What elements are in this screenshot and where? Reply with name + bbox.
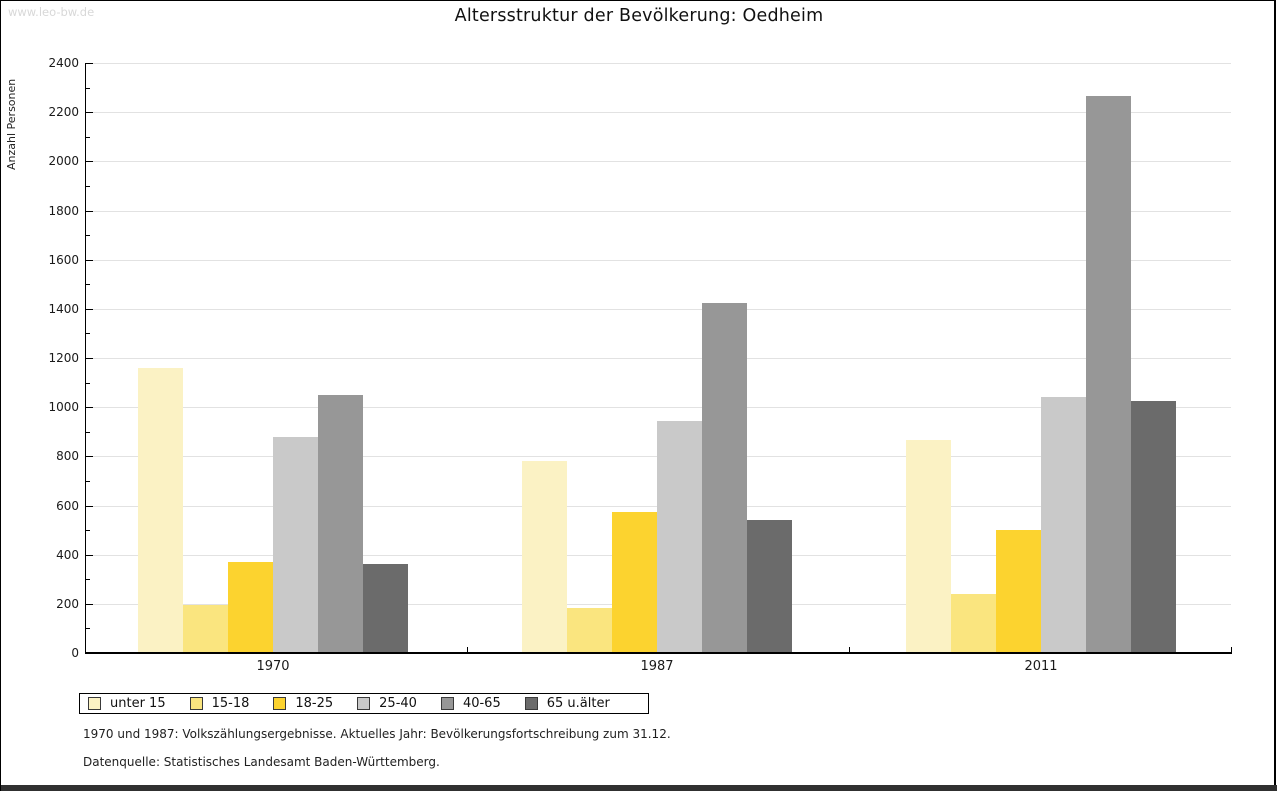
y-major-tick-1400 bbox=[86, 309, 93, 310]
gridline-2000 bbox=[86, 161, 1231, 162]
y-major-tick-400 bbox=[86, 555, 93, 556]
y-axis-line bbox=[85, 63, 86, 653]
x-axis-line bbox=[85, 652, 1232, 654]
bar-1970-15-18 bbox=[183, 605, 228, 653]
y-tick-label-1200: 1200 bbox=[48, 351, 79, 365]
bar-1970-25-40 bbox=[273, 437, 318, 653]
y-tick-label-2200: 2200 bbox=[48, 105, 79, 119]
gridline-2400 bbox=[86, 63, 1231, 64]
y-tick-label-800: 800 bbox=[56, 449, 79, 463]
y-tick-label-200: 200 bbox=[56, 597, 79, 611]
y-major-tick-2000 bbox=[86, 161, 93, 162]
legend-swatch-icon bbox=[440, 697, 454, 710]
bar-2011-15-18 bbox=[951, 594, 996, 653]
y-minor-tick-1300 bbox=[86, 333, 90, 334]
x-tick-label-1970: 1970 bbox=[256, 659, 290, 674]
legend-item-40-65: 40-65 bbox=[440, 696, 501, 711]
y-major-tick-2400 bbox=[86, 63, 93, 64]
legend-swatch-icon bbox=[273, 697, 287, 710]
x-tick-label-1987: 1987 bbox=[640, 659, 674, 674]
y-minor-tick-500 bbox=[86, 530, 90, 531]
bar-2011-65-u-lter bbox=[1131, 401, 1176, 653]
legend: unter 15 15-18 18-25 25-40 40-65 65 u.älter bbox=[79, 693, 649, 714]
bar-1987-unter-15 bbox=[522, 461, 567, 653]
legend-item-18-25: 18-25 bbox=[273, 696, 333, 711]
y-minor-tick-2100 bbox=[86, 137, 90, 138]
bar-1987-18-25 bbox=[612, 512, 657, 653]
bar-2011-unter-15 bbox=[906, 440, 951, 653]
watermark: www.leo-bw.de bbox=[8, 5, 95, 19]
bar-1987-65-u-lter bbox=[747, 520, 792, 653]
y-minor-tick-1700 bbox=[86, 235, 90, 236]
chart-title: Altersstruktur der Bevölkerung: Oedheim bbox=[454, 6, 824, 26]
legend-swatch-icon bbox=[88, 697, 101, 710]
y-major-tick-1800 bbox=[86, 211, 93, 212]
bar-1987-40-65 bbox=[702, 303, 747, 653]
bar-2011-40-65 bbox=[1086, 96, 1131, 653]
y-tick-label-1600: 1600 bbox=[48, 253, 79, 267]
legend-swatch-icon bbox=[189, 697, 203, 710]
x-boundary-tick-2 bbox=[849, 647, 850, 652]
gridline-1600 bbox=[86, 260, 1231, 261]
legend-item-25-40: 25-40 bbox=[357, 696, 417, 711]
legend-label: 40-65 bbox=[462, 696, 501, 711]
x-boundary-tick-1 bbox=[467, 647, 468, 652]
legend-label: 65 u.älter bbox=[546, 696, 610, 711]
y-tick-label-2000: 2000 bbox=[48, 154, 79, 168]
y-minor-tick-1900 bbox=[86, 186, 90, 187]
y-major-tick-200 bbox=[86, 604, 93, 605]
bar-2011-25-40 bbox=[1041, 397, 1086, 653]
y-minor-tick-2300 bbox=[86, 88, 90, 89]
y-minor-tick-100 bbox=[86, 628, 90, 629]
footer-note: 1970 und 1987: Volkszählungsergebnisse. … bbox=[83, 727, 671, 741]
y-minor-tick-700 bbox=[86, 481, 90, 482]
y-major-tick-800 bbox=[86, 456, 93, 457]
bar-2011-18-25 bbox=[996, 530, 1041, 653]
x-boundary-tick-0 bbox=[85, 647, 86, 652]
gridline-1400 bbox=[86, 309, 1231, 310]
y-major-tick-1600 bbox=[86, 260, 93, 261]
legend-label: 15-18 bbox=[211, 696, 250, 711]
y-tick-label-400: 400 bbox=[56, 548, 79, 562]
bar-1987-15-18 bbox=[567, 608, 612, 653]
y-minor-tick-1500 bbox=[86, 284, 90, 285]
legend-swatch-icon bbox=[357, 697, 371, 710]
gridline-1800 bbox=[86, 211, 1231, 212]
bar-1970-65-u-lter bbox=[363, 564, 408, 653]
y-minor-tick-1100 bbox=[86, 383, 90, 384]
gridline-2200 bbox=[86, 112, 1231, 113]
legend-label: unter 15 bbox=[110, 696, 166, 711]
y-minor-tick-300 bbox=[86, 579, 90, 580]
legend-item-15-18: 15-18 bbox=[189, 696, 250, 711]
bar-1970-18-25 bbox=[228, 562, 273, 653]
footer-source: Datenquelle: Statistisches Landesamt Bad… bbox=[83, 755, 440, 769]
y-major-tick-1000 bbox=[86, 407, 93, 408]
y-tick-label-1800: 1800 bbox=[48, 204, 79, 218]
y-tick-label-1400: 1400 bbox=[48, 302, 79, 316]
legend-item-unter-15: unter 15 bbox=[88, 696, 166, 711]
y-tick-label-0: 0 bbox=[71, 646, 79, 660]
gridline-1000 bbox=[86, 407, 1231, 408]
y-tick-label-600: 600 bbox=[56, 499, 79, 513]
bar-1970-40-65 bbox=[318, 395, 363, 653]
window-bottom-edge bbox=[1, 785, 1277, 791]
gridline-1200 bbox=[86, 358, 1231, 359]
legend-label: 25-40 bbox=[379, 696, 417, 711]
y-minor-tick-900 bbox=[86, 432, 90, 433]
x-tick-label-2011: 2011 bbox=[1024, 659, 1058, 674]
y-major-tick-600 bbox=[86, 506, 93, 507]
bar-1970-unter-15 bbox=[138, 368, 183, 653]
x-boundary-tick-3 bbox=[1231, 647, 1232, 652]
y-tick-label-1000: 1000 bbox=[48, 400, 79, 414]
y-major-tick-1200 bbox=[86, 358, 93, 359]
legend-label: 18-25 bbox=[295, 696, 334, 711]
y-major-tick-2200 bbox=[86, 112, 93, 113]
legend-item-65-u-lter: 65 u.älter bbox=[524, 696, 610, 711]
y-tick-label-2400: 2400 bbox=[48, 56, 79, 70]
bar-1987-25-40 bbox=[657, 421, 702, 653]
legend-swatch-icon bbox=[524, 697, 538, 710]
